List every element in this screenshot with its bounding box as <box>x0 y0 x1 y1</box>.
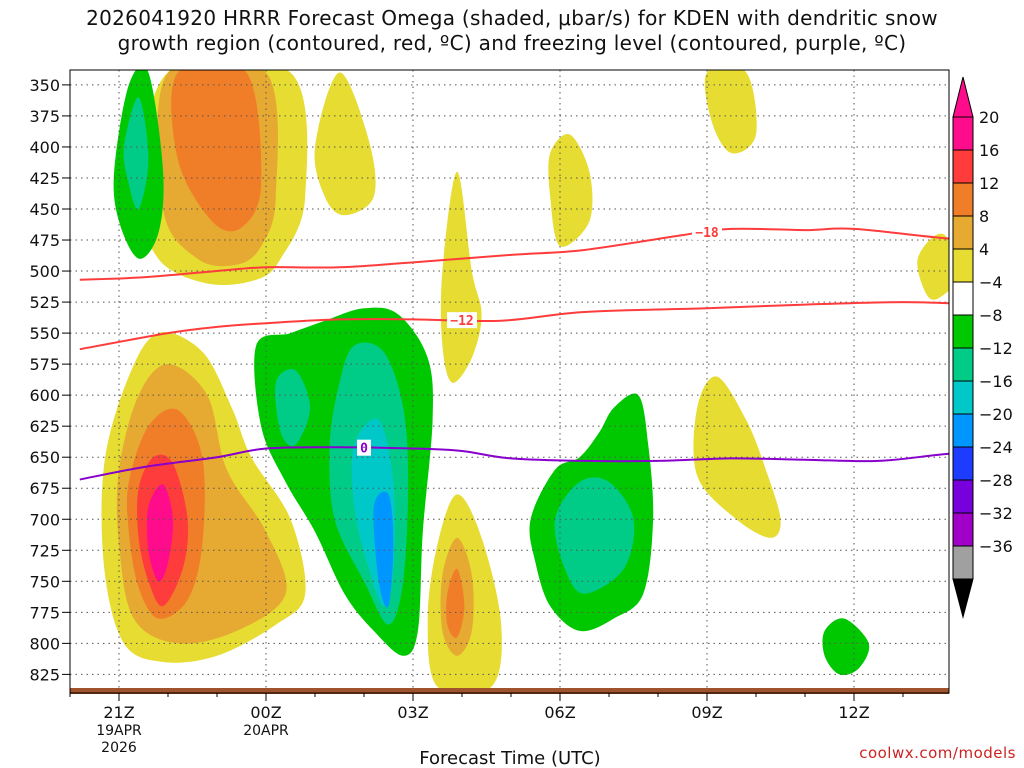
x-tick-label-0-0: 21Z <box>103 703 134 722</box>
y-tick-label-800: 800 <box>29 634 60 653</box>
y-tick-label-425: 425 <box>29 169 60 188</box>
colorbar-swatch-2 <box>952 182 974 217</box>
colorbar-label-10: −24 <box>979 438 1013 457</box>
y-tick-label-550: 550 <box>29 324 60 343</box>
y-tick-label-475: 475 <box>29 231 60 250</box>
contour-label-bg-2 <box>357 439 371 456</box>
y-tick-label-650: 650 <box>29 448 60 467</box>
y-tick-label-775: 775 <box>29 603 60 622</box>
colorbar-label-3: 8 <box>979 207 989 226</box>
colorbar-label-6: −8 <box>979 306 1003 325</box>
contour-label-0: −18 <box>695 226 719 241</box>
grid-lines <box>70 70 949 693</box>
y-tick-label-725: 725 <box>29 541 60 560</box>
x-tick-label-0-1: 19APR <box>96 723 142 739</box>
omega-region-16 <box>446 568 465 638</box>
temperature-contours: −18 −12 0 <box>79 223 949 481</box>
omega-region-23 <box>373 491 394 608</box>
omega-region-8 <box>146 484 174 582</box>
colorbar-swatch-9 <box>952 413 974 448</box>
colorbar-swatch-3 <box>952 215 974 250</box>
colorbar-swatch-1 <box>952 149 974 184</box>
omega-shading <box>101 70 949 693</box>
omega-region-9 <box>440 171 482 383</box>
contour-label-bg-0 <box>692 223 722 240</box>
contour-line-2 <box>79 446 949 481</box>
colorbar-swatch-0 <box>952 116 974 151</box>
terrain-strip <box>70 688 949 694</box>
colorbar-swatch-5 <box>952 281 974 316</box>
x-tick-label-1-0: 00Z <box>250 703 281 722</box>
y-tick-label-500: 500 <box>29 262 60 281</box>
omega-region-1 <box>314 72 376 216</box>
y-tick-label-450: 450 <box>29 200 60 219</box>
chart-title: 2026041920 HRRR Forecast Omega (shaded, … <box>0 6 1024 56</box>
y-tick-label-625: 625 <box>29 417 60 436</box>
y-tick-label-575: 575 <box>29 355 60 374</box>
colorbar-label-9: −20 <box>979 405 1013 424</box>
contour-line-1 <box>79 301 949 351</box>
contour-label-2: 0 <box>360 442 368 457</box>
omega-region-11 <box>704 70 757 154</box>
omega-region-25 <box>554 477 635 594</box>
colorbar-top-arrow <box>952 76 974 118</box>
omega-region-13 <box>917 233 949 300</box>
colorbar-label-13: −36 <box>979 537 1013 556</box>
colorbar-label-8: −16 <box>979 372 1013 391</box>
omega-region-12 <box>693 376 781 538</box>
omega-region-3 <box>171 70 262 232</box>
colorbar-swatch-6 <box>952 314 974 349</box>
colorbar-swatch-8 <box>952 380 974 415</box>
colorbar-swatch-13 <box>952 545 974 580</box>
credit-text: coolwx.com/models <box>859 744 1016 762</box>
colorbar-label-2: 12 <box>979 174 999 193</box>
y-tick-label-825: 825 <box>29 665 60 684</box>
colorbar-label-4: 4 <box>979 240 989 259</box>
x-tick-label-1-1: 20APR <box>243 723 289 739</box>
x-axis-label: Forecast Time (UTC) <box>419 748 600 768</box>
plot-frame <box>69 69 950 694</box>
chart-title-line-2: growth region (contoured, red, ºC) and f… <box>117 31 907 55</box>
contour-label-1: −12 <box>450 314 473 329</box>
y-tick-label-700: 700 <box>29 510 60 529</box>
omega-region-18 <box>123 97 149 210</box>
colorbar-label-5: −4 <box>979 273 1003 292</box>
y-tick-label-600: 600 <box>29 386 60 405</box>
colorbar-label-1: 16 <box>979 141 999 160</box>
omega-region-20 <box>275 369 311 447</box>
x-tick-label-4-0: 09Z <box>691 703 722 722</box>
y-tick-label-750: 750 <box>29 572 60 591</box>
x-tick-label-2-0: 03Z <box>397 703 428 722</box>
colorbar-swatch-12 <box>952 512 974 547</box>
x-tick-label-3-0: 06Z <box>544 703 575 722</box>
x-tick-label-0-2: 2026 <box>101 740 137 756</box>
y-tick-label-350: 350 <box>29 76 60 95</box>
colorbar-swatch-10 <box>952 446 974 481</box>
chart-title-line-1: 2026041920 HRRR Forecast Omega (shaded, … <box>86 6 938 30</box>
omega-region-26 <box>822 618 870 676</box>
colorbar: 20 16 12 8 4 −4 −8 −12 −16 −20 −24 −28 −32 −36 <box>952 76 1013 619</box>
colorbar-label-7: −12 <box>979 339 1013 358</box>
colorbar-swatch-7 <box>952 347 974 382</box>
y-tick-label-675: 675 <box>29 479 60 498</box>
y-tick-label-375: 375 <box>29 107 60 126</box>
contour-line-0 <box>79 227 949 281</box>
colorbar-swatch-11 <box>952 479 974 514</box>
omega-region-10 <box>548 133 593 247</box>
colorbar-label-0: 20 <box>979 108 999 127</box>
y-axis: 350 375 400 425 450 475 500 525 550 575 600 625 650 6… <box>29 76 70 684</box>
colorbar-label-11: −28 <box>979 471 1013 490</box>
y-tick-label-525: 525 <box>29 293 60 312</box>
contour-label-bg-1 <box>447 312 477 329</box>
colorbar-bottom-arrow <box>952 578 974 619</box>
colorbar-label-12: −32 <box>979 504 1013 523</box>
colorbar-swatch-4 <box>952 248 974 283</box>
y-tick-label-400: 400 <box>29 138 60 157</box>
x-tick-label-5-0: 12Z <box>838 703 869 722</box>
